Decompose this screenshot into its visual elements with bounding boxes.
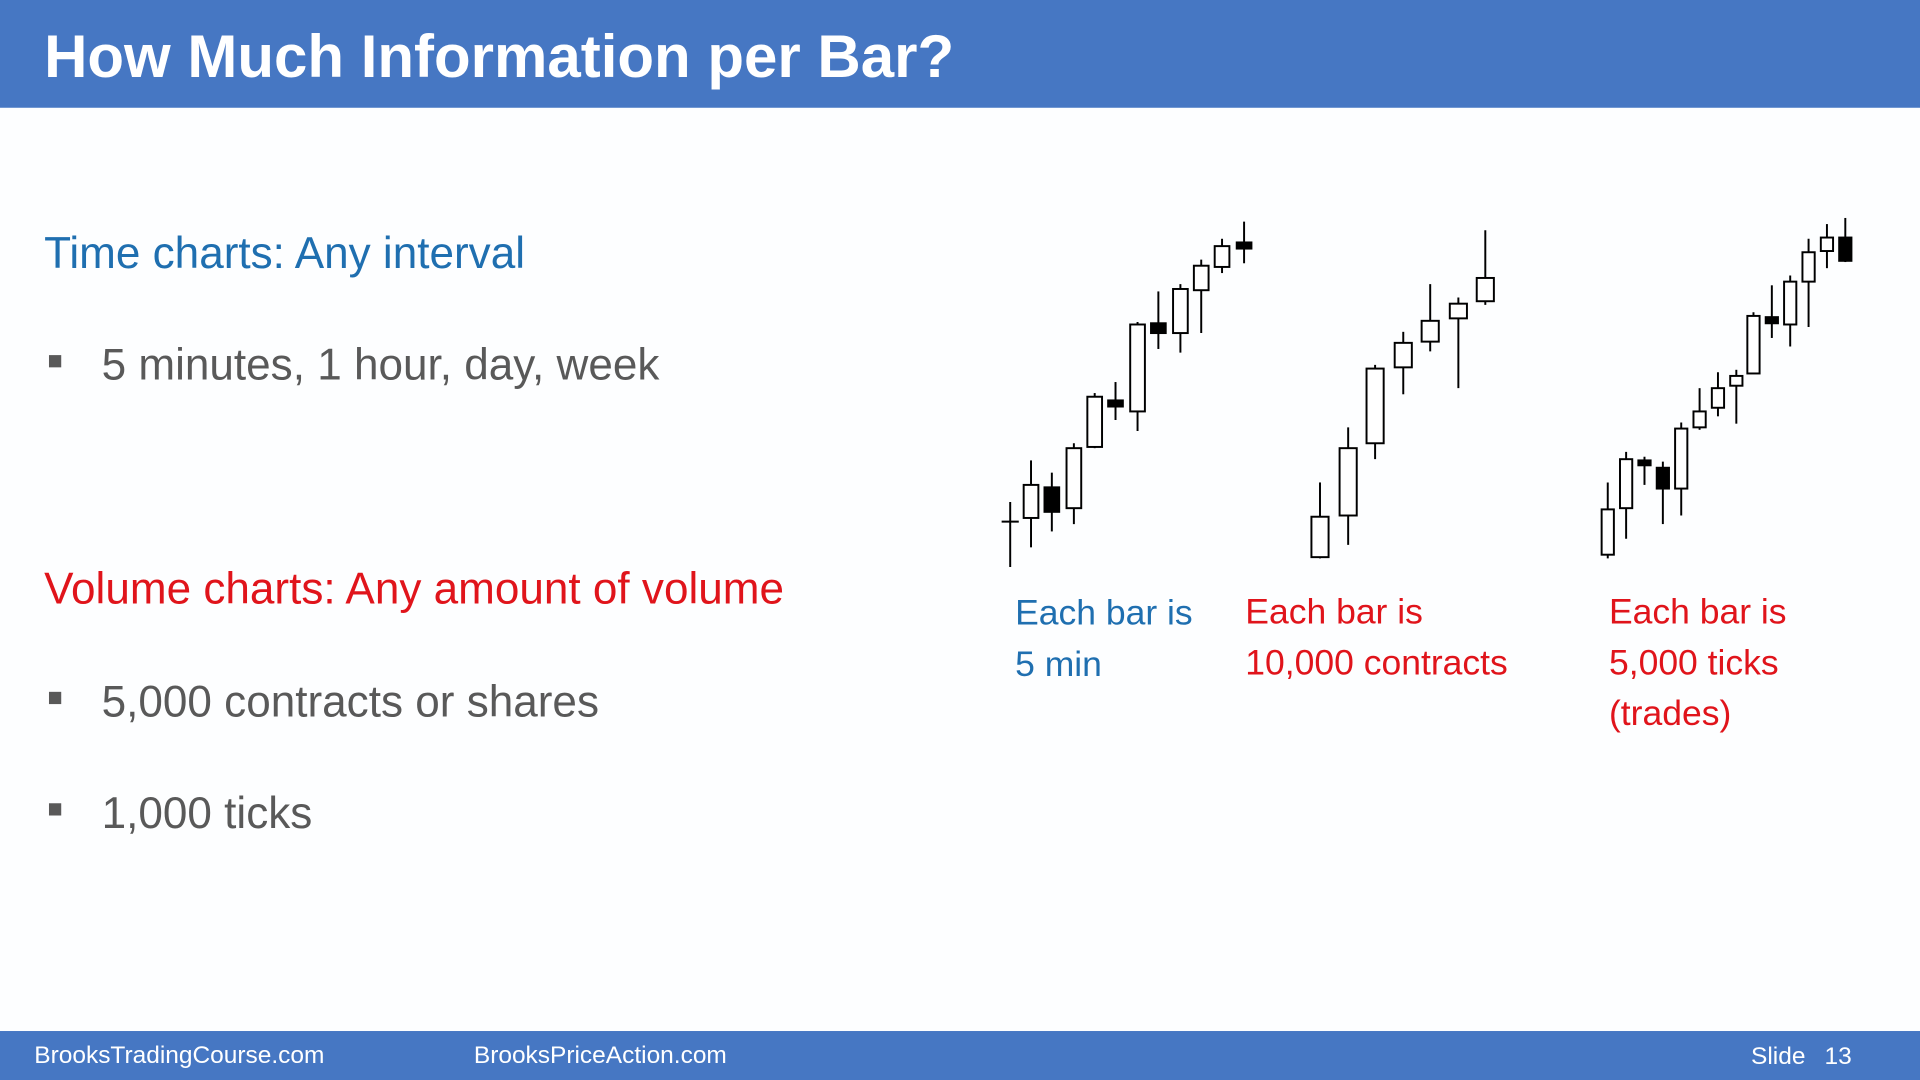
bullet-text: 5 minutes, 1 hour, day, week — [102, 341, 661, 390]
candle-body — [1310, 515, 1330, 559]
candle-body — [1448, 302, 1468, 320]
bullet-marker — [48, 803, 62, 816]
candle-body — [1600, 508, 1615, 556]
caption-line: Each bar is — [1245, 591, 1423, 631]
candle-body — [1086, 395, 1104, 448]
caption-line: Each bar is — [1015, 592, 1193, 632]
candle-body — [1764, 316, 1779, 325]
candle-body — [1692, 410, 1707, 429]
candle-body — [1393, 341, 1413, 369]
candle-body — [1043, 486, 1061, 513]
section-heading: Volume charts: Any amount of volume — [44, 565, 784, 614]
caption-line: (trades) — [1609, 693, 1731, 733]
candlestick-illustration — [1600, 217, 1853, 559]
footer-bar — [0, 1031, 1920, 1080]
candle-body — [1022, 483, 1040, 519]
bullet-text: 5,000 contracts or shares — [102, 677, 599, 726]
candle-body — [1107, 399, 1124, 408]
candle-body — [1801, 251, 1816, 283]
footer-link: BrooksPriceAction.com — [474, 1042, 727, 1069]
bullet-marker — [48, 691, 62, 705]
candlestick-illustration — [1310, 230, 1495, 559]
header-bar — [0, 0, 1920, 108]
footer-link: BrooksTradingCourse.com — [34, 1042, 324, 1069]
candle-body — [1235, 241, 1253, 250]
candle-body — [1338, 447, 1358, 517]
candlestick-illustration — [1001, 221, 1253, 567]
candle-body — [1710, 387, 1726, 409]
candle-body — [1746, 314, 1761, 375]
candle-body — [1655, 466, 1670, 490]
candle-body — [1365, 367, 1385, 445]
candle-body — [1783, 280, 1798, 326]
section-heading: Time charts: Any interval — [44, 229, 525, 278]
bullet-marker — [48, 355, 62, 368]
caption-line: 10,000 contracts — [1245, 643, 1507, 683]
candle-body — [1729, 374, 1744, 387]
caption-line: Each bar is — [1609, 591, 1787, 631]
slide-number: 13 — [1824, 1043, 1851, 1070]
bullet-text: 1,000 ticks — [102, 789, 313, 838]
candle-body — [1619, 458, 1634, 510]
candle-body — [1674, 427, 1689, 490]
candle-body — [1420, 319, 1440, 343]
candle-body — [1838, 236, 1853, 262]
candle-body — [1172, 288, 1189, 335]
candle-body — [1129, 323, 1146, 413]
candle-body — [1213, 245, 1231, 268]
candle-body — [1475, 276, 1495, 303]
candle-body — [1637, 459, 1652, 467]
candle-body — [1150, 322, 1167, 335]
slide-title: How Much Information per Bar? — [44, 23, 954, 90]
caption-line: 5,000 ticks — [1609, 643, 1779, 683]
slide-label: Slide — [1751, 1043, 1805, 1070]
candle-body — [1192, 264, 1210, 292]
candle-body — [1819, 236, 1835, 252]
caption-line: 5 min — [1015, 644, 1102, 684]
candle-body — [1065, 447, 1083, 510]
